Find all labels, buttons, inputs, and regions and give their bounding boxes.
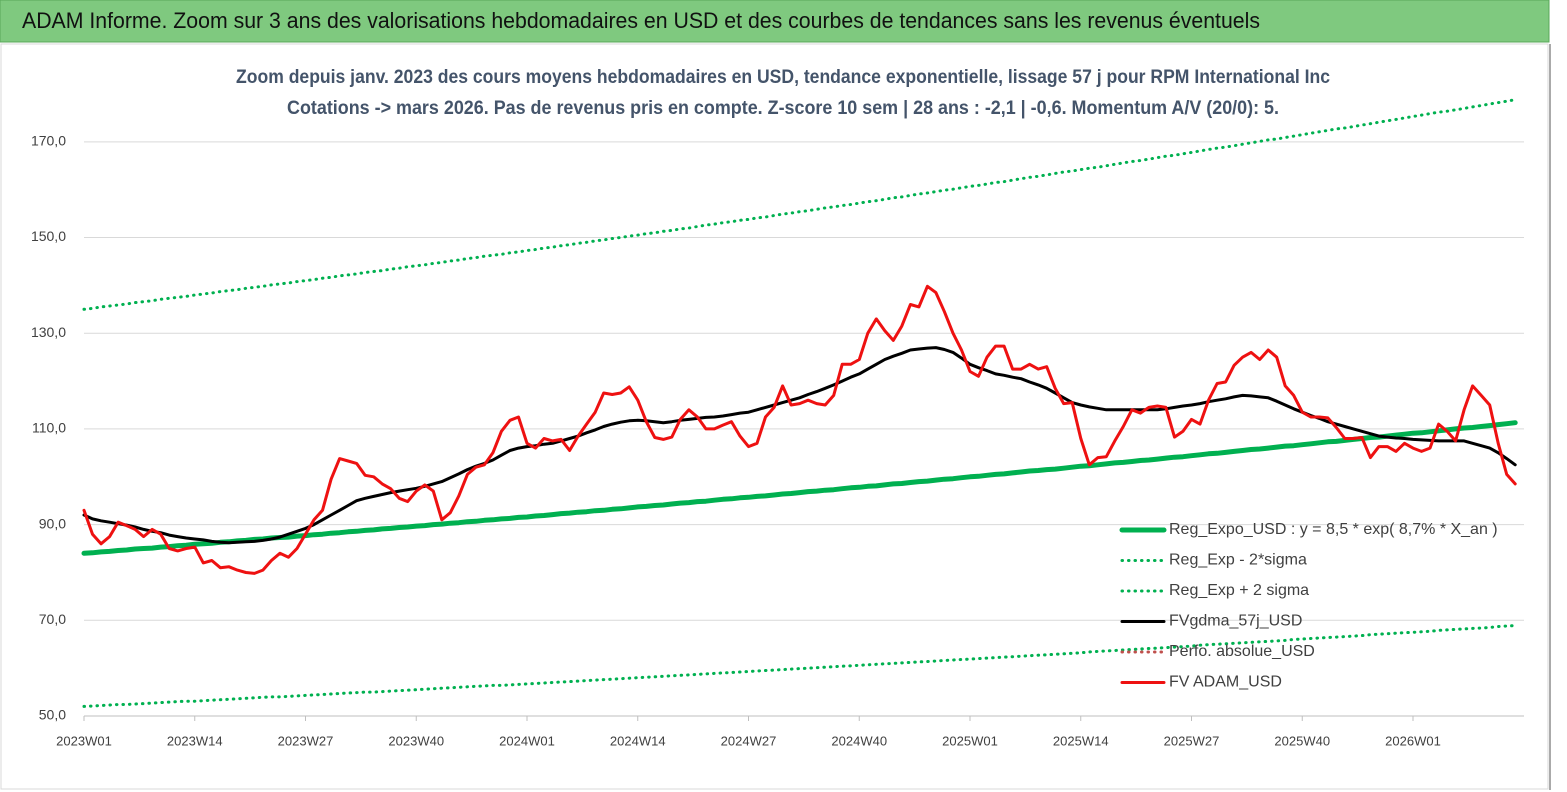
x-tick-label: 2026W01 [1385,733,1441,748]
y-tick-label: 50,0 [39,707,66,723]
x-tick-label: 2025W27 [1164,733,1220,748]
legend-label: FV ADAM_USD [1169,674,1282,691]
y-tick-label: 70,0 [39,611,66,627]
y-tick-label: 130,0 [31,324,66,340]
x-tick-label: 2023W14 [167,733,223,748]
y-tick-label: 90,0 [39,515,66,531]
x-tick-label: 2024W01 [499,733,555,748]
legend-label: Reg_Exp - 2*sigma [1169,552,1307,569]
series-line [81,420,1518,556]
x-tick-label: 2025W14 [1053,733,1109,748]
series-line [82,284,1517,575]
legend-label: FVgdma_57j_USD [1169,613,1302,630]
chart-title: Zoom depuis janv. 2023 des cours moyens … [236,67,1330,88]
header-bar [0,0,1550,43]
y-tick-label: 110,0 [32,420,66,436]
x-tick-label: 2023W27 [278,733,334,748]
x-tick-label: 2025W40 [1274,733,1330,748]
series-line [82,624,1517,708]
chart-subtitle: Cotations -> mars 2026. Pas de revenus p… [287,98,1279,119]
x-tick-label: 2024W27 [721,733,777,748]
x-tick-label: 2023W40 [388,733,444,748]
y-tick-label: 170,0 [31,133,66,149]
header-title: ADAM Informe. Zoom sur 3 ans des valoris… [22,8,1260,33]
chart-frame [0,43,1549,790]
x-tick-label: 2025W01 [942,733,998,748]
series-line [82,346,1517,545]
y-tick-label: 150,0 [31,228,66,244]
series-line [82,98,1517,311]
x-tick-label: 2024W14 [610,733,666,748]
x-tick-label: 2024W40 [831,733,887,748]
legend-label: Reg_Expo_USD : y = 8,5 * exp( 8,7% * X_a… [1169,521,1498,538]
x-tick-label: 2023W01 [56,733,112,748]
legend-label: Reg_Exp + 2 sigma [1169,582,1309,599]
legend-label: Perfo. absolue_USD [1169,643,1315,660]
